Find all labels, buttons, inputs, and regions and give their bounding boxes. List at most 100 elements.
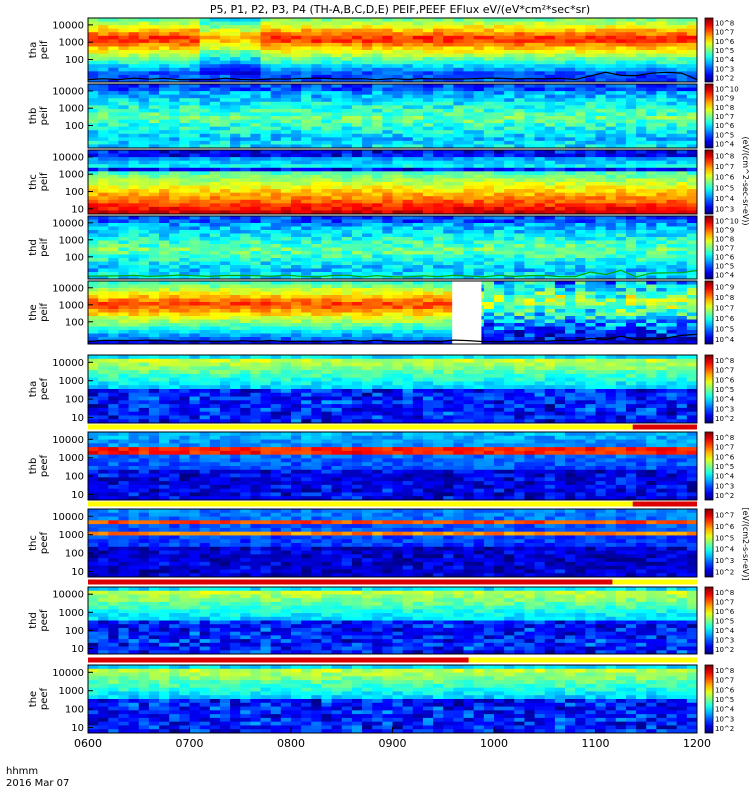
heatmap-cell [88,87,99,92]
heatmap-cell [514,247,525,252]
heatmap-cell [159,319,170,324]
heatmap-cell [494,57,505,62]
heatmap-cell [504,203,515,208]
heatmap-cell [321,337,332,341]
heatmap-cell [483,185,495,190]
heatmap-cell [473,21,485,26]
heatmap-cell [88,284,99,289]
heatmap-cell [169,298,180,303]
heatmap-cell [554,64,566,69]
heatmap-cell [433,98,444,103]
heatmap-cell [433,108,444,113]
heatmap-cell [270,254,282,259]
heatmap-cell [108,196,119,201]
heatmap-cell [148,316,160,320]
heatmap-cell [656,171,667,176]
heatmap-cell [341,60,353,65]
heatmap-cell [331,178,343,183]
heatmap-cell [554,137,566,142]
heatmap-cell [118,182,129,186]
heatmap-cell [636,210,647,215]
heatmap-cell [179,174,190,179]
heatmap-cell [656,116,667,120]
heatmap-cell [219,237,231,241]
heatmap-cell [534,32,546,37]
heatmap-cell [514,123,525,128]
heatmap-cell [169,340,180,345]
heatmap-cell [260,178,272,183]
heatmap-cell [585,206,596,211]
heatmap-cell [128,21,140,26]
heatmap-cell [270,291,282,296]
heatmap-cell [351,101,363,106]
y-tick-label: 10000 [52,152,84,163]
heatmap-cell [686,137,698,142]
heatmap-cell [311,108,322,113]
heatmap-cell [311,60,322,65]
heatmap-cell [138,150,150,154]
heatmap-cell [605,157,617,162]
heatmap-cell [463,94,475,99]
heatmap-cell [382,126,393,131]
heatmap-cell [605,78,617,83]
heatmap-cell [209,140,221,145]
heatmap-cell [625,167,637,172]
heatmap-cell [524,160,535,165]
heatmap-cell [250,247,261,252]
heatmap-cell [544,254,556,259]
heatmap-cell [554,105,566,110]
heatmap-cell [148,167,160,172]
heatmap-cell [625,258,637,262]
heatmap-cell [321,160,332,165]
heatmap-cell [159,133,170,138]
heatmap-cell [189,281,201,285]
heatmap-cell [331,123,343,128]
heatmap-cell [291,298,302,303]
heatmap-cell [189,233,201,238]
heatmap-cell [260,237,272,241]
heatmap-cell [433,216,444,220]
heatmap-cell [524,137,535,142]
heatmap-cell [656,230,667,234]
heatmap-cell [108,312,119,317]
heatmap-cell [159,108,170,113]
heatmap-cell [148,67,160,72]
heatmap-cell [331,84,343,88]
heatmap-cell [148,157,160,162]
heatmap-cell [382,295,393,299]
heatmap-cell [199,94,211,99]
heatmap-cell [128,305,140,310]
heatmap-cell [422,160,434,165]
heatmap-cell [565,53,576,58]
heatmap-cell [138,133,150,138]
heatmap-cell [321,189,332,194]
heatmap-cell [118,126,129,131]
heatmap-cell [615,91,627,96]
heatmap-cell [392,32,404,37]
heatmap-cell [230,153,241,158]
heatmap-cell [656,28,667,33]
heatmap-cell [686,60,698,65]
heatmap-cell [494,126,505,131]
heatmap-cell [656,94,667,99]
heatmap-cell [615,216,627,220]
heatmap-cell [138,35,150,40]
heatmap-cell [686,268,698,273]
heatmap-cell [625,210,637,215]
heatmap-cell [301,223,312,227]
heatmap-cell [230,265,241,269]
heatmap-cell [240,247,251,252]
heatmap-cell [615,223,627,227]
heatmap-cell [209,46,221,51]
heatmap-cell [118,206,129,211]
heatmap-cell [260,265,272,269]
heatmap-cell [159,305,170,310]
heatmap-cell [321,133,332,138]
heatmap-cell [209,67,221,72]
heatmap-cell [250,240,261,245]
heatmap-cell [88,98,99,103]
heatmap-cell [169,309,180,313]
heatmap-cell [270,74,282,79]
heatmap-cell [473,91,485,96]
heatmap-cell [636,240,647,245]
